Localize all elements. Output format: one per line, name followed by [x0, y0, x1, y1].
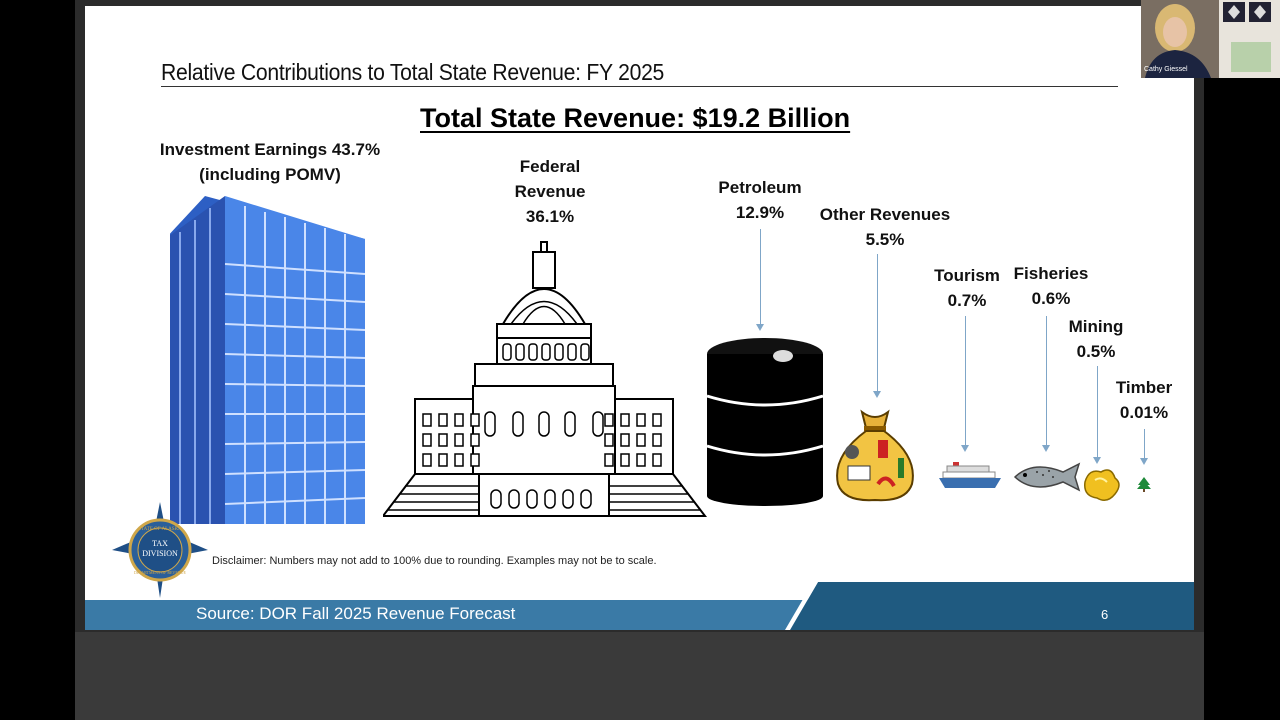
slide: Relative Contributions to Total State Re… [85, 6, 1194, 630]
oil-barrel-icon [706, 338, 824, 506]
disclaimer-text: Disclaimer: Numbers may not add to 100% … [212, 555, 657, 567]
seal-tax-text: TAX [152, 539, 168, 548]
petroleum-label: Petroleum 12.9% [718, 178, 802, 222]
footer-dark-panel [790, 582, 1194, 630]
total-revenue-headline: Total State Revenue: $19.2 Billion [420, 103, 851, 133]
seal-department-text: DEPARTMENT OF REVENUE [134, 570, 187, 575]
cruise-ship-icon [939, 462, 1001, 488]
tourism-label: Tourism 0.7% [934, 266, 1000, 310]
capitol-building-icon [383, 241, 708, 517]
tax-division-seal-icon: TAX DIVISION STATE OF ALASKA DEPARTMENT … [112, 502, 208, 598]
title-divider [161, 86, 1118, 87]
webcam-thumbnail[interactable]: Cathy Giessel [1141, 0, 1280, 78]
stage-bottom-area [75, 632, 1204, 720]
other-revenues-arrow [873, 254, 881, 398]
tourism-arrow [961, 316, 969, 452]
office-building-icon [170, 196, 366, 524]
mining-label: Mining 0.5% [1068, 317, 1124, 361]
timber-label: Timber 0.01% [1115, 378, 1173, 422]
money-bag-icon [836, 409, 914, 502]
seal-division-text: DIVISION [142, 549, 178, 558]
participant-name: Cathy Giessel [1144, 66, 1188, 73]
gold-nugget-icon [1084, 469, 1120, 501]
timber-arrow [1140, 429, 1148, 465]
fisheries-arrow [1042, 316, 1050, 452]
tree-icon [1137, 477, 1151, 492]
source-text: Source: DOR Fall 2025 Revenue Forecast [196, 604, 516, 623]
petroleum-arrow [756, 229, 764, 331]
participant-video [1141, 0, 1280, 78]
slide-title: Relative Contributions to Total State Re… [161, 59, 665, 85]
seal-state-text: STATE OF ALASKA [138, 527, 182, 532]
investment-earnings-label: Investment Earnings 43.7% (including POM… [159, 140, 381, 184]
fish-icon [1013, 462, 1081, 492]
federal-revenue-label: Federal Revenue 36.1% [514, 157, 586, 226]
fisheries-label: Fisheries 0.6% [1013, 264, 1089, 308]
other-revenues-label: Other Revenues 5.5% [819, 205, 951, 249]
mining-arrow [1093, 366, 1101, 464]
page-number: 6 [1101, 607, 1109, 622]
